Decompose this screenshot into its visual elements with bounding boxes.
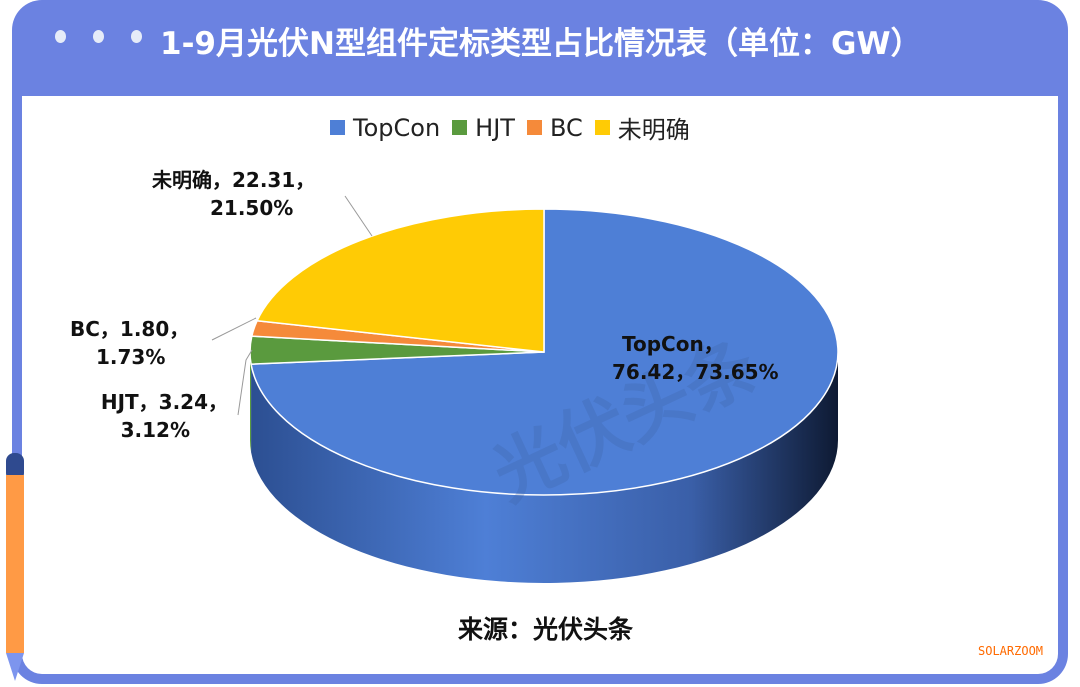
legend-swatch [526, 120, 542, 135]
leader-line-bc [211, 317, 257, 341]
legend-label: HJT [475, 113, 515, 142]
legend-label: 未明确 [617, 116, 690, 144]
pie-slice-未明确 [255, 208, 545, 353]
data-label-topcon: TopCon， 76.42，73.65% [612, 330, 779, 386]
chart-title: 1-9月光伏N型组件定标类型占比情况表（单位：GW） [160, 26, 922, 62]
label-line: 1.73% [96, 345, 166, 369]
leader-line-hjt [237, 349, 253, 416]
legend-item-topcon: TopCon [330, 114, 440, 142]
legend-swatch [330, 120, 345, 135]
data-label-hjt: HJT，3.24， 3.12% [78, 388, 228, 444]
solarzoom-logo: SOLARZOOM [978, 644, 1044, 658]
data-label-unknown: 未明确，22.31， 21.50% [152, 166, 315, 222]
pencil-icon [6, 453, 24, 681]
legend-swatch [594, 120, 610, 135]
label-line: HJT，3.24， [100, 390, 228, 414]
dot-icon [131, 30, 142, 43]
legend-item-bc: BC [526, 113, 583, 142]
label-line: TopCon， [622, 332, 724, 356]
legend-label: TopCon [353, 113, 441, 142]
leader-line-unknown [344, 195, 373, 237]
label-line: 3.12% [120, 418, 190, 442]
label-line: BC，1.80， [70, 317, 190, 341]
dot-icon [55, 30, 66, 43]
legend-item-unknown: 未明确 [594, 110, 690, 145]
legend-item-hjt: HJT [452, 114, 515, 142]
dot-icon [93, 30, 104, 43]
label-line: 未明确，22.31， [152, 168, 316, 192]
legend-swatch [452, 120, 468, 135]
pie-side-HJT [250, 352, 252, 453]
legend: TopCon HJT BC 未明确 [330, 110, 690, 145]
data-label-bc: BC，1.80， 1.73% [70, 315, 189, 371]
source-note: 来源：光伏头条 [458, 615, 634, 644]
label-line: 21.50% [210, 196, 294, 220]
legend-label: BC [549, 113, 583, 142]
pie-side-TopCon [251, 352, 838, 584]
window-dots [55, 30, 142, 43]
label-line: 76.42，73.65% [612, 360, 779, 384]
